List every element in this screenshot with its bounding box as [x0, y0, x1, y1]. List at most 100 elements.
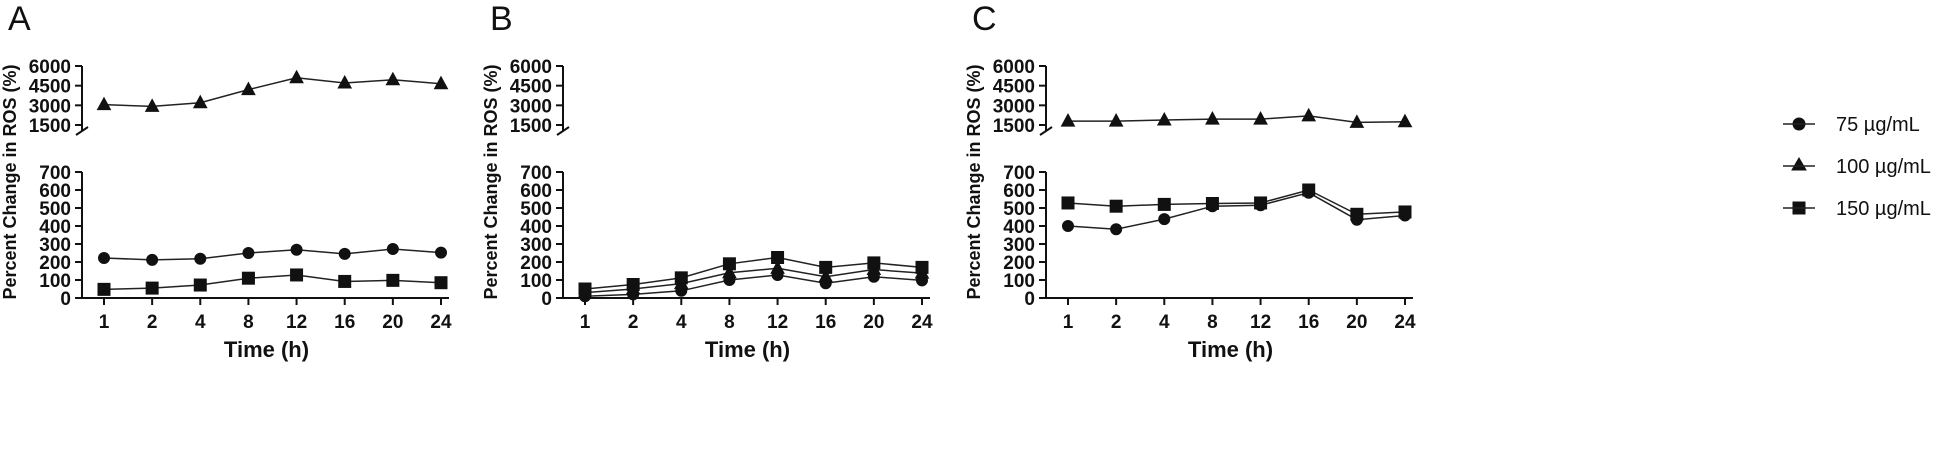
x-tick-label: 24 — [430, 312, 452, 333]
data-point-triangle — [1349, 114, 1365, 128]
series-line — [584, 274, 923, 297]
x-tick-label: 4 — [1159, 312, 1170, 333]
data-point-circle — [1062, 220, 1074, 232]
series-square — [1061, 183, 1412, 221]
data-point-circle — [146, 253, 159, 266]
data-point-square — [338, 274, 352, 288]
x-tick-label: 20 — [1346, 312, 1367, 333]
y-tick-label: 400 — [520, 217, 552, 238]
legend-label-150: 150 µg/mL — [1836, 198, 1931, 220]
y-tick-label: 6000 — [510, 57, 552, 78]
data-point-circle — [1110, 223, 1123, 236]
y-tick-label: 300 — [39, 235, 71, 256]
data-point-circle — [98, 252, 110, 265]
x-tick-label: 2 — [628, 312, 639, 333]
x-tick-label: 8 — [724, 312, 735, 333]
data-point-square — [674, 271, 688, 285]
y-tick-label: 700 — [39, 163, 71, 184]
y-tick-label: 1500 — [29, 116, 71, 137]
data-point-square — [867, 256, 881, 270]
legend-triangle-marker — [1791, 157, 1807, 171]
series-square — [97, 268, 448, 296]
panel-letter: A — [8, 0, 31, 38]
data-point-triangle — [433, 75, 449, 90]
series-line — [1068, 115, 1406, 124]
axis-break-mark — [1039, 126, 1053, 136]
legend: 75 µg/mL 100 µg/mL 150 µg/mL — [1783, 114, 1931, 220]
y-tick-label: 200 — [1003, 253, 1035, 274]
data-point-square — [626, 278, 640, 291]
x-tick-label: 16 — [1298, 312, 1319, 333]
y-tick-label: 200 — [520, 253, 552, 274]
x-tick-label: 8 — [1207, 312, 1218, 333]
y-tick-label: 3000 — [510, 96, 552, 117]
x-tick-label: 8 — [243, 312, 254, 333]
data-point-circle — [242, 247, 255, 259]
y-tick-label: 0 — [541, 289, 552, 310]
y-tick-label: 600 — [39, 181, 71, 202]
series-line — [584, 256, 923, 290]
legend-item-75: 75 µg/mL — [1783, 114, 1920, 136]
data-point-square — [578, 282, 592, 296]
data-point-square — [1350, 207, 1364, 221]
x-tick-label: 12 — [286, 312, 307, 333]
x-axis-title: Time (h) — [1188, 337, 1273, 362]
legend-label-75: 75 µg/mL — [1836, 114, 1920, 136]
axis-break-mark — [75, 126, 89, 136]
data-point-triangle — [385, 71, 401, 86]
series-line — [584, 267, 923, 294]
y-tick-label: 100 — [1003, 271, 1035, 292]
y-tick-label: 700 — [1003, 163, 1035, 184]
y-axis-title: Percent Change in ROS (%) — [964, 64, 984, 299]
x-tick-label: 1 — [1063, 312, 1074, 333]
x-tick-label: 20 — [863, 312, 884, 333]
data-point-triangle — [1156, 111, 1172, 126]
y-tick-label: 600 — [1003, 181, 1035, 202]
data-point-square — [1398, 205, 1412, 219]
data-point-square — [771, 251, 785, 264]
data-point-square — [1254, 196, 1268, 210]
y-tick-label: 500 — [1003, 199, 1035, 220]
data-point-triangle — [192, 94, 208, 109]
x-tick-label: 12 — [767, 312, 788, 333]
panels: A150030004500600001002003004005006007001… — [0, 0, 1416, 362]
data-point-square — [1205, 197, 1219, 210]
series-line — [103, 77, 442, 108]
x-tick-label: 16 — [334, 312, 355, 333]
data-point-triangle — [722, 264, 737, 279]
x-tick-label: 4 — [195, 312, 206, 333]
y-tick-label: 300 — [1003, 235, 1035, 256]
data-point-square — [915, 260, 929, 274]
data-point-square — [1157, 197, 1171, 211]
data-point-square — [819, 260, 833, 274]
y-tick-label: 4500 — [510, 77, 552, 98]
y-tick-label: 3000 — [29, 96, 71, 117]
data-point-square — [145, 281, 159, 295]
series-line — [1067, 191, 1406, 230]
data-point-square — [386, 273, 400, 287]
panel-letter: B — [490, 0, 513, 38]
legend-label-100: 100 µg/mL — [1836, 156, 1931, 178]
data-point-triangle — [1301, 107, 1317, 122]
data-point-triangle — [818, 268, 834, 283]
data-point-triangle — [96, 96, 112, 111]
y-tick-label: 4500 — [29, 77, 71, 98]
y-tick-label: 6000 — [29, 57, 71, 78]
y-tick-label: 0 — [60, 289, 71, 310]
y-tick-label: 600 — [520, 181, 552, 202]
axis-break-mark — [556, 126, 570, 136]
x-tick-label: 2 — [1111, 312, 1122, 333]
data-point-triangle — [241, 81, 256, 96]
panel-letter: C — [972, 0, 997, 38]
series-square — [578, 251, 929, 296]
y-tick-label: 200 — [39, 253, 71, 274]
data-point-circle — [338, 247, 351, 260]
y-tick-label: 400 — [39, 217, 71, 238]
data-point-square — [193, 278, 207, 292]
data-point-triangle — [1108, 113, 1124, 127]
y-tick-label: 300 — [520, 235, 552, 256]
series-triangle — [1060, 107, 1413, 128]
x-tick-label: 1 — [99, 312, 110, 333]
data-point-circle — [435, 246, 447, 259]
